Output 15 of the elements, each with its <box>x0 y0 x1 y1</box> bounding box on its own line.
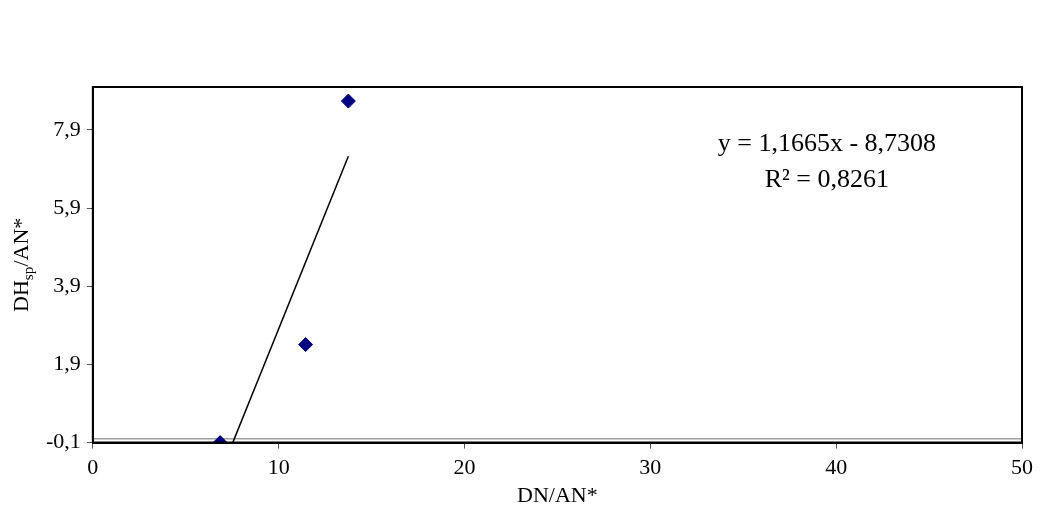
annotation: R² = 0,8261 <box>764 163 890 193</box>
y-tick-label: 7,9 <box>53 115 81 141</box>
x-tick-label: 40 <box>825 453 848 479</box>
y-tick-label: 1,9 <box>53 350 81 376</box>
x-tick-label: 10 <box>267 453 290 479</box>
y-axis-title: DHsp/AN* <box>7 217 36 312</box>
x-tick-label: 0 <box>87 453 99 479</box>
y-tick-label: 5,9 <box>53 193 81 219</box>
x-tick-label: 20 <box>453 453 476 479</box>
annotation: y = 1,1665x - 8,7308 <box>717 127 937 157</box>
x-tick-label: 30 <box>639 453 662 479</box>
x-tick-label: 50 <box>1011 453 1033 479</box>
y-tick-label: -0,1 <box>46 428 81 454</box>
y-tick-label: 3,9 <box>53 272 81 298</box>
x-axis-title: DN/AN* <box>517 481 598 507</box>
